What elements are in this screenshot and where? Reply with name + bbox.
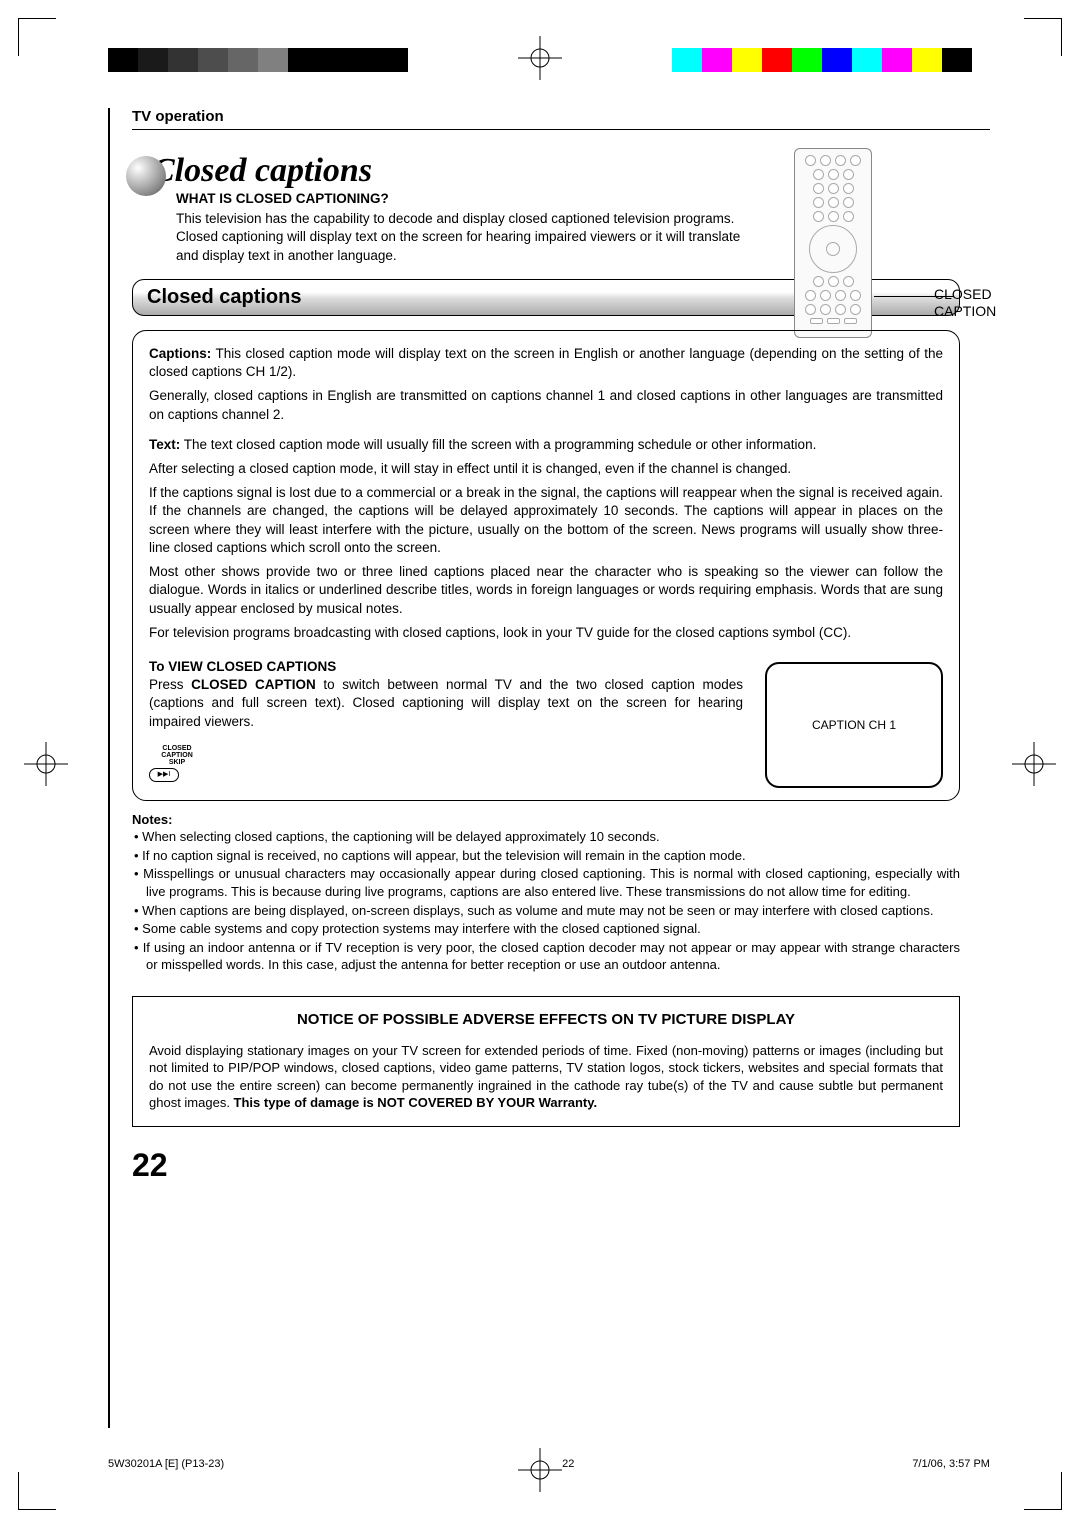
remote-illustration bbox=[794, 148, 872, 338]
p-signal: If the captions signal is lost due to a … bbox=[149, 484, 943, 557]
text-label: Text: bbox=[149, 437, 180, 452]
crop-mark bbox=[1024, 1472, 1062, 1510]
registration-mark bbox=[1012, 742, 1056, 786]
screen-text: CAPTION CH 1 bbox=[812, 717, 896, 733]
page-number: 22 bbox=[132, 1147, 990, 1184]
notes-item: When captions are being displayed, on-sc… bbox=[142, 902, 960, 920]
notes-section: Notes: When selecting closed captions, t… bbox=[132, 811, 960, 974]
captions-label: Captions: bbox=[149, 346, 211, 361]
intro-text: This television has the capability to de… bbox=[176, 210, 760, 265]
footer-left: 5W30201A [E] (P13-23) bbox=[108, 1458, 224, 1470]
crop-mark bbox=[18, 18, 56, 56]
section-header: TV operation bbox=[132, 108, 990, 130]
notes-item: If using an indoor antenna or if TV rece… bbox=[142, 939, 960, 974]
remote-label: CLOSEDCAPTION bbox=[934, 286, 1028, 320]
notes-item: If no caption signal is received, no cap… bbox=[142, 847, 960, 865]
crop-mark bbox=[18, 1472, 56, 1510]
intro-heading: WHAT IS CLOSED CAPTIONING? bbox=[176, 190, 760, 208]
crop-mark bbox=[1024, 18, 1062, 56]
notice-heading: NOTICE OF POSSIBLE ADVERSE EFFECTS ON TV… bbox=[149, 1011, 943, 1028]
notes-item: Some cable systems and copy protection s… bbox=[142, 920, 960, 938]
grayscale-bar bbox=[108, 48, 408, 72]
content-box: Captions: This closed caption mode will … bbox=[132, 330, 960, 801]
notice-box: NOTICE OF POSSIBLE ADVERSE EFFECTS ON TV… bbox=[132, 996, 960, 1127]
sphere-icon bbox=[126, 156, 166, 196]
color-bar bbox=[672, 48, 972, 72]
registration-mark bbox=[24, 742, 68, 786]
view-text-pre: Press bbox=[149, 677, 191, 692]
p-guide: For television programs broadcasting wit… bbox=[149, 624, 943, 642]
registration-mark bbox=[518, 36, 562, 80]
notes-item: When selecting closed captions, the capt… bbox=[142, 828, 960, 846]
footer-right: 7/1/06, 3:57 PM bbox=[912, 1458, 990, 1470]
notes-item: Misspellings or unusual characters may o… bbox=[142, 865, 960, 900]
notice-bold: This type of damage is NOT COVERED BY YO… bbox=[234, 1095, 598, 1110]
p-shows: Most other shows provide two or three li… bbox=[149, 563, 943, 618]
p-after: After selecting a closed caption mode, i… bbox=[149, 460, 943, 478]
text-text: The text closed caption mode will usuall… bbox=[180, 437, 816, 452]
notes-heading: Notes: bbox=[132, 811, 960, 829]
captions-p2: Generally, closed captions in English ar… bbox=[149, 387, 943, 423]
captions-text: This closed caption mode will display te… bbox=[149, 346, 943, 379]
tv-screen-illustration: CAPTION CH 1 bbox=[765, 662, 943, 788]
footer: 5W30201A [E] (P13-23) 22 7/1/06, 3:57 PM bbox=[108, 1458, 990, 1470]
view-text-bold: CLOSED CAPTION bbox=[191, 677, 316, 692]
footer-center: 22 bbox=[562, 1458, 574, 1470]
registration-mark bbox=[518, 1448, 562, 1492]
